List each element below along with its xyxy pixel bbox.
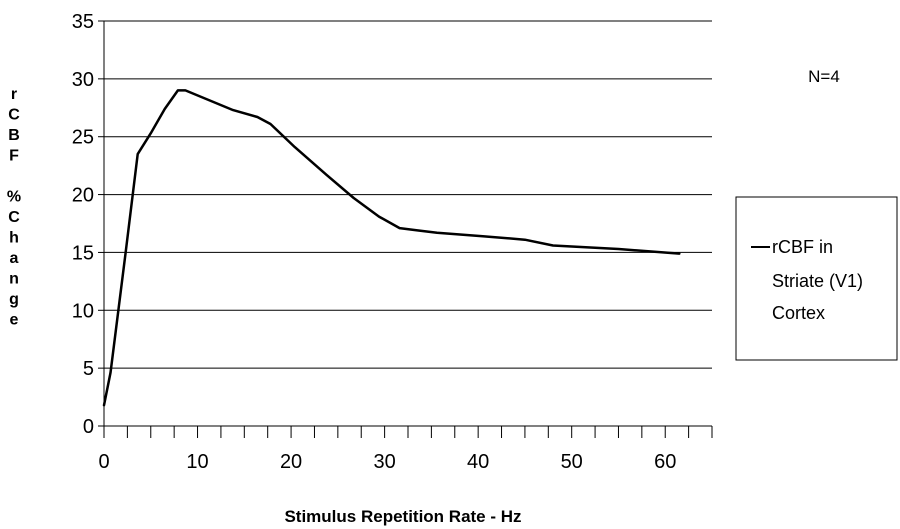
x-axis-label: Stimulus Repetition Rate - Hz — [284, 507, 521, 526]
x-axis: 0 10 20 30 40 50 60 — [98, 425, 713, 473]
legend-box — [735, 196, 898, 361]
x-tick-label: 30 — [373, 451, 395, 473]
y-tick-label: 30 — [72, 69, 94, 91]
y-axis-label-char: r — [11, 86, 17, 103]
y-axis-label-char: C — [8, 209, 20, 226]
y-axis-label-char: n — [9, 271, 19, 288]
y-axis-label-char: e — [10, 312, 19, 329]
y-axis-label-char: % — [7, 189, 21, 206]
x-tick-label: 40 — [467, 451, 489, 473]
series-line — [102, 89, 681, 407]
legend-label-line-1: rCBF in — [772, 237, 833, 257]
sample-size-annotation: N=4 — [808, 67, 840, 86]
y-axis-label-char: B — [8, 127, 20, 144]
x-tick-label: 50 — [561, 451, 583, 473]
x-tick-label: 0 — [98, 451, 109, 473]
legend: rCBF in Striate (V1) Cortex — [735, 196, 898, 361]
y-tick-label: 25 — [72, 127, 94, 149]
y-axis-label-char: h — [9, 230, 19, 247]
y-tick-label: 0 — [83, 416, 94, 438]
y-axis: 0 5 10 15 20 25 30 35 — [72, 11, 105, 438]
y-axis-label-char: F — [9, 148, 19, 165]
legend-label-line-2: Striate (V1) — [772, 271, 863, 291]
y-tick-label: 15 — [72, 242, 94, 264]
x-tick-label: 10 — [186, 451, 208, 473]
y-axis-label-char: a — [10, 250, 19, 267]
gridlines — [104, 20, 712, 369]
y-tick-label: 35 — [72, 11, 94, 33]
x-tick-label: 60 — [654, 451, 676, 473]
y-axis-label-char: C — [8, 107, 20, 124]
series-group — [102, 89, 681, 407]
y-tick-label: 5 — [83, 358, 94, 380]
y-axis-label-char: g — [9, 291, 19, 308]
legend-label-line-3: Cortex — [772, 303, 825, 323]
y-tick-label: 20 — [72, 185, 94, 207]
x-tick-label: 20 — [280, 451, 302, 473]
y-tick-label: 10 — [72, 300, 94, 322]
